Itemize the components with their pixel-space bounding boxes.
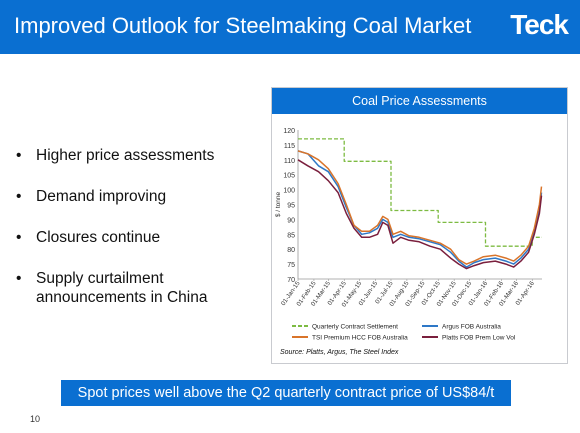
bullet-item: Supply curtailment announcements in Chin… (16, 269, 256, 307)
legend-label: TSI Premium HCC FOB Australia (312, 335, 408, 342)
chart-panel: Coal Price Assessments 70 75 80 85 90 95 100 10… (271, 87, 568, 364)
bullet-item: Closures continue (16, 228, 256, 247)
series-line-2 (297, 150, 543, 265)
page-title: Improved Outlook for Steelmaking Coal Ma… (14, 13, 472, 38)
bullet-list: Higher price assessments Demand improvin… (16, 146, 256, 329)
header-bar: Improved Outlook for Steelmaking Coal Ma… (0, 0, 580, 54)
bullet-item: Higher price assessments (16, 146, 256, 165)
callout-banner: Spot prices well above the Q2 quarterly … (61, 380, 511, 406)
chart-title: Coal Price Assessments (272, 88, 567, 114)
y-tick-label: 75 (287, 262, 295, 269)
legend-label: Platts FOB Prem Low Vol (442, 335, 516, 342)
chart-source: Source: Platts, Argus, The Steel Index (280, 349, 399, 356)
legend-label: Quarterly Contract Settlement (312, 324, 398, 331)
y-tick-label: 105 (283, 173, 295, 180)
y-tick-label: 70 (287, 277, 295, 284)
y-tick-label: 85 (287, 232, 295, 239)
teck-logo: Teck (510, 9, 569, 40)
y-tick-label: 120 (283, 128, 295, 135)
legend-label: Argus FOB Australia (442, 324, 501, 331)
y-tick-label: 80 (287, 247, 295, 254)
series-line-0 (298, 138, 542, 247)
y-tick-label: 110 (284, 158, 295, 165)
y-tick-label: 100 (283, 188, 295, 195)
y-tick-label: 95 (287, 203, 295, 210)
page-number: 10 (30, 414, 41, 424)
series-line-3 (297, 159, 543, 270)
series-line-1 (297, 150, 543, 268)
y-tick-label: 115 (284, 143, 295, 150)
bullet-item: Demand improving (16, 187, 256, 206)
y-tick-label: 90 (287, 217, 295, 224)
y-axis-label: $ / tonne (275, 191, 282, 217)
